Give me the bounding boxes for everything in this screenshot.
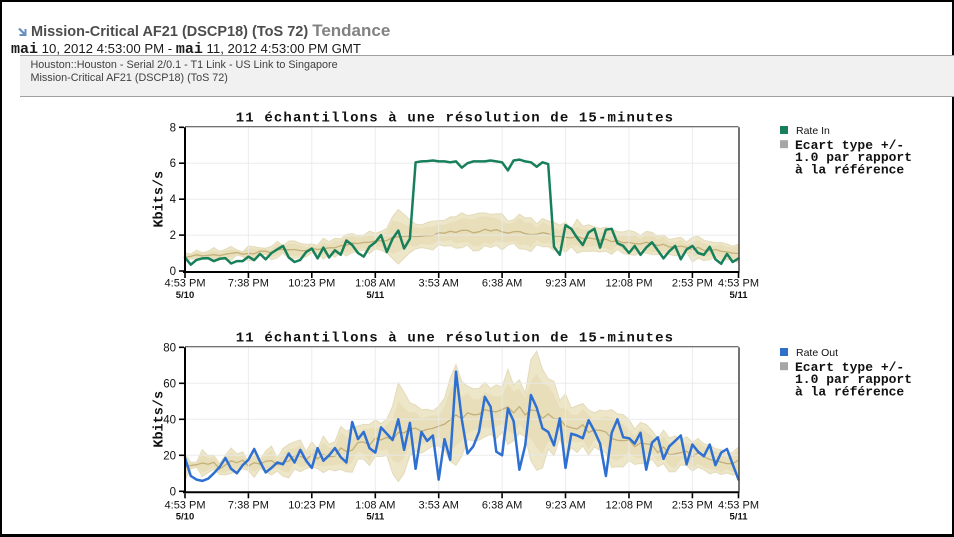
svg-text:1:08 AM: 1:08 AM — [355, 278, 395, 290]
svg-text:7:38 PM: 7:38 PM — [228, 278, 269, 290]
svg-text:7:38 PM: 7:38 PM — [228, 500, 269, 512]
svg-text:Kbits/s: Kbits/s — [153, 171, 168, 228]
svg-text:Rate Out: Rate Out — [796, 347, 838, 359]
svg-text:6:38 AM: 6:38 AM — [482, 500, 522, 512]
svg-text:20: 20 — [163, 450, 176, 462]
svg-text:10:23 PM: 10:23 PM — [288, 500, 335, 512]
svg-text:9:23 AM: 9:23 AM — [545, 500, 585, 512]
svg-text:12:08 PM: 12:08 PM — [605, 500, 652, 512]
svg-text:Ecart type +/-: Ecart type +/- — [795, 138, 904, 153]
svg-text:Ecart type +/-: Ecart type +/- — [795, 360, 904, 375]
svg-text:Kbits/s: Kbits/s — [153, 391, 168, 448]
svg-text:4: 4 — [170, 194, 177, 206]
svg-text:80: 80 — [163, 342, 176, 354]
svg-text:40: 40 — [163, 414, 176, 426]
svg-text:11 échantillons à une résoluti: 11 échantillons à une résolution de 15-m… — [236, 111, 674, 127]
svg-text:5/11: 5/11 — [366, 290, 385, 301]
svg-text:4:53 PM: 4:53 PM — [165, 278, 206, 290]
svg-text:1.0 par rapport: 1.0 par rapport — [795, 372, 912, 387]
svg-text:5/11: 5/11 — [730, 290, 749, 301]
svg-text:2: 2 — [170, 230, 176, 242]
svg-text:1.0 par rapport: 1.0 par rapport — [795, 150, 912, 165]
svg-text:2:53 PM: 2:53 PM — [672, 500, 713, 512]
svg-text:11 échantillons à une résoluti: 11 échantillons à une résolution de 15-m… — [236, 331, 674, 347]
svg-text:4:53 PM: 4:53 PM — [165, 500, 206, 512]
svg-text:à la référence: à la référence — [795, 162, 904, 177]
svg-text:60: 60 — [163, 378, 176, 390]
svg-text:12:08 PM: 12:08 PM — [605, 278, 652, 290]
svg-text:3:53 AM: 3:53 AM — [419, 278, 459, 290]
svg-text:6: 6 — [170, 158, 176, 170]
svg-text:0: 0 — [170, 266, 176, 278]
svg-text:1:08 AM: 1:08 AM — [355, 500, 395, 512]
svg-text:6:38 AM: 6:38 AM — [482, 278, 522, 290]
svg-text:Rate In: Rate In — [796, 125, 830, 137]
svg-text:5/11: 5/11 — [730, 512, 749, 523]
svg-text:4:53 PM: 4:53 PM — [718, 500, 759, 512]
svg-text:5/11: 5/11 — [366, 512, 385, 523]
svg-text:0: 0 — [170, 486, 176, 498]
svg-text:9:23 AM: 9:23 AM — [545, 278, 585, 290]
svg-text:à la référence: à la référence — [795, 384, 904, 399]
svg-text:5/10: 5/10 — [176, 512, 195, 523]
svg-text:3:53 AM: 3:53 AM — [419, 500, 459, 512]
svg-text:8: 8 — [170, 122, 176, 134]
svg-text:5/10: 5/10 — [176, 290, 195, 301]
svg-text:10:23 PM: 10:23 PM — [288, 278, 335, 290]
svg-text:2:53 PM: 2:53 PM — [672, 278, 713, 290]
svg-text:4:53 PM: 4:53 PM — [718, 278, 759, 290]
